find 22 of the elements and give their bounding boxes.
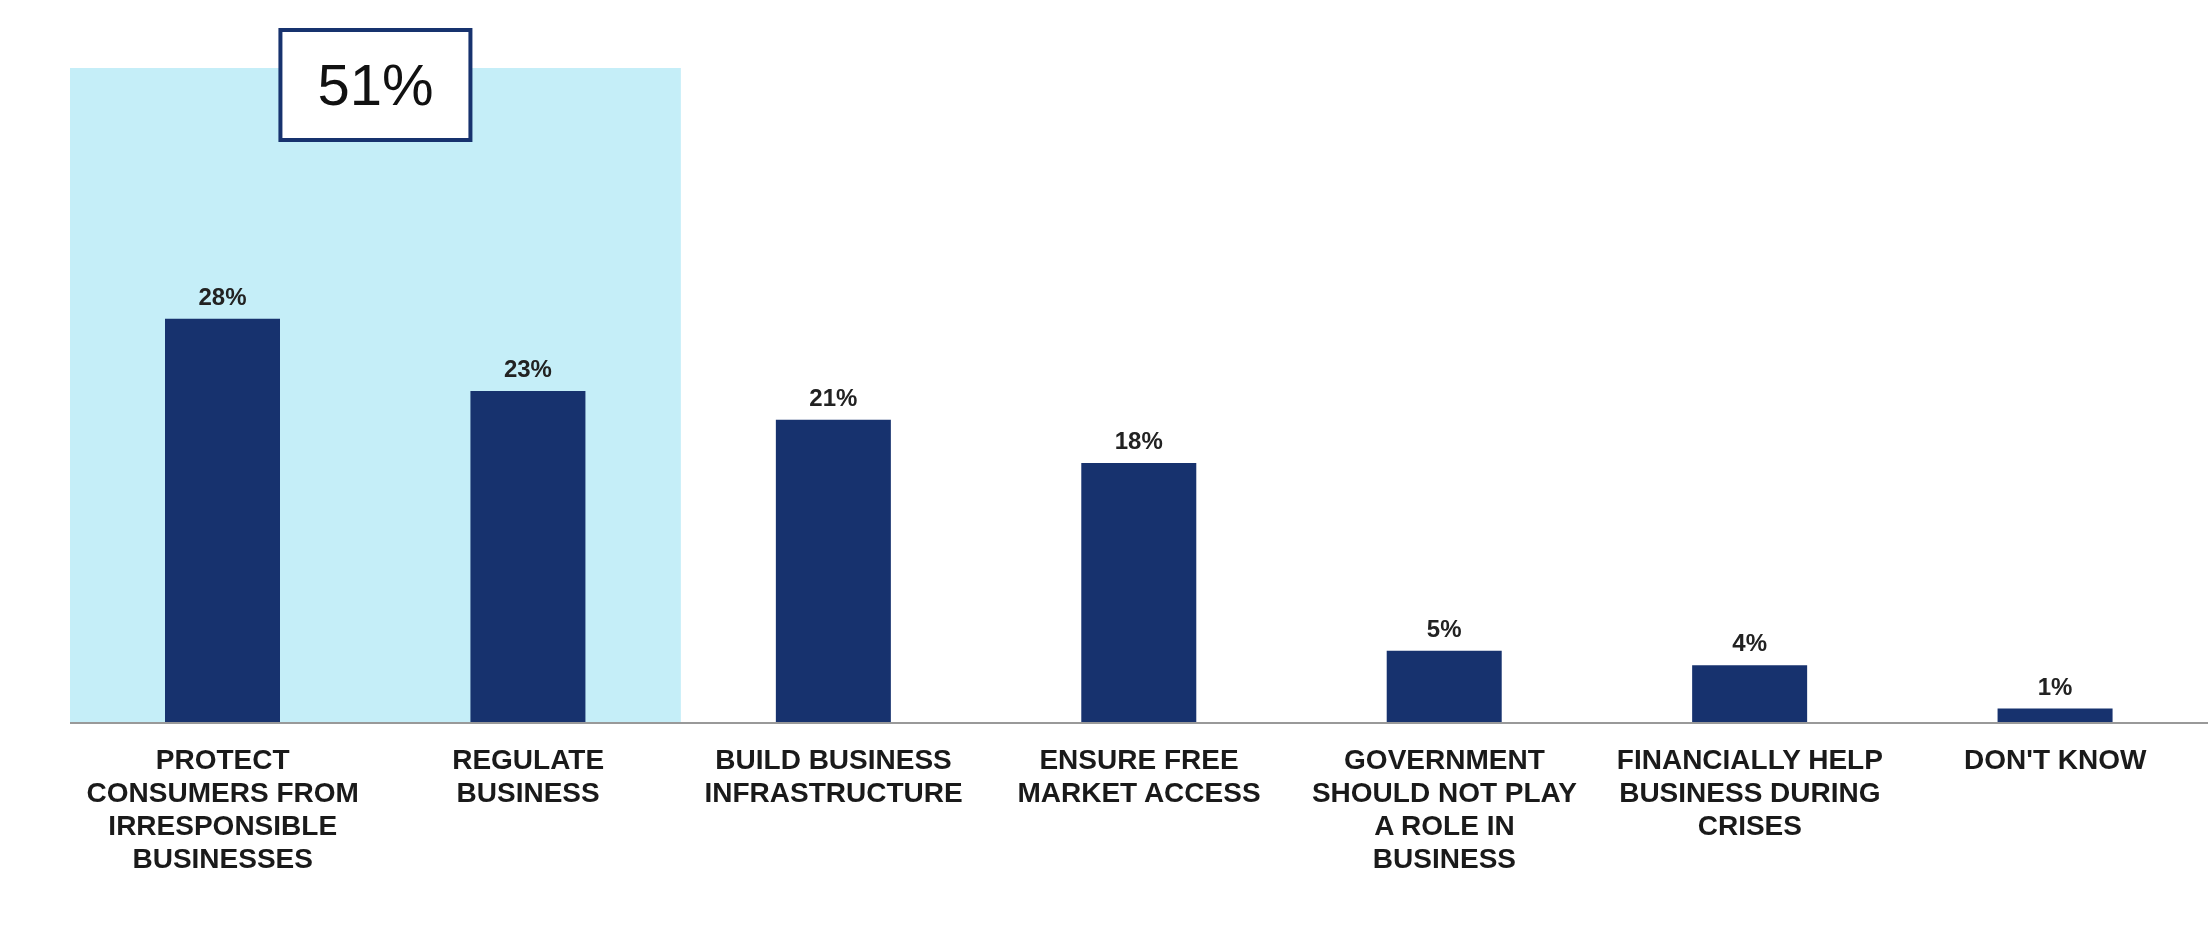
data-label: 23% bbox=[503, 354, 552, 382]
x-tick-label: PROTECT CONSUMERS FROM IRRESPONSIBLE BUSINESSES bbox=[86, 744, 359, 874]
bar bbox=[1692, 665, 1808, 723]
bar bbox=[1997, 708, 2113, 723]
bar bbox=[1386, 650, 1502, 723]
data-label: 28% bbox=[198, 282, 247, 310]
bar bbox=[1081, 463, 1197, 723]
data-label: 21% bbox=[809, 383, 858, 411]
band-label: 51% bbox=[317, 52, 434, 117]
x-tick-label: ENSURE FREE MARKET ACCESS bbox=[1017, 744, 1261, 808]
bar bbox=[165, 318, 280, 723]
x-tick-label: FINANCIALLY HELP BUSINESS DURING CRISES bbox=[1616, 744, 1883, 841]
data-label: 1% bbox=[2037, 672, 2073, 700]
bar bbox=[775, 419, 891, 723]
x-tick-label: REGULATE BUSINESS bbox=[452, 744, 605, 808]
x-tick-label: DON'T KNOW bbox=[1964, 744, 2148, 775]
x-tick-label: BUILD BUSINESS INFRASTRUCTURE bbox=[704, 744, 963, 808]
x-tick-label: GOVERNMENT SHOULD NOT PLAY A ROLE IN BUSINESS bbox=[1311, 744, 1578, 874]
data-label: 5% bbox=[1426, 614, 1462, 642]
data-label: 4% bbox=[1732, 629, 1767, 657]
data-label: 18% bbox=[1114, 427, 1163, 455]
bar bbox=[470, 390, 586, 723]
